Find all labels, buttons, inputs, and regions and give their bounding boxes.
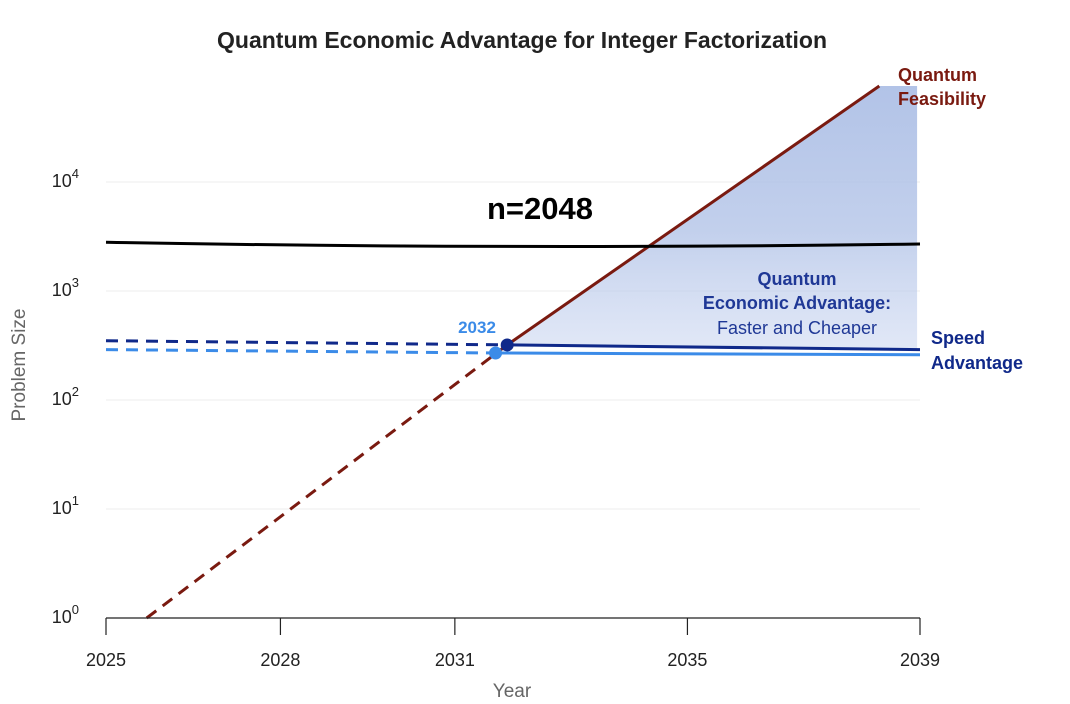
line-speed-advantage-solid bbox=[507, 343, 921, 352]
x-tick-label-4: 2039 bbox=[900, 650, 940, 670]
speed-advantage-label-line1: Speed bbox=[931, 328, 985, 348]
line-series-2-dashed bbox=[105, 348, 496, 355]
feasibility-label-line1: Quantum bbox=[898, 65, 977, 85]
shaded-region-economic-advantage bbox=[507, 85, 918, 350]
x-tick-label-3: 2035 bbox=[667, 650, 707, 670]
chart-title: Quantum Economic Advantage for Integer F… bbox=[217, 27, 827, 53]
line-series-2-solid bbox=[495, 351, 921, 357]
line-quantum-feasibility-solid bbox=[506, 84, 881, 347]
region-label-line1: Quantum bbox=[758, 269, 837, 289]
shaded-region-group bbox=[507, 85, 918, 350]
y-tick-label-1: 101 bbox=[52, 493, 79, 518]
y-tick-label-3: 103 bbox=[52, 275, 79, 300]
n-2048-label: n=2048 bbox=[487, 191, 593, 226]
x-tick-label-1: 2028 bbox=[260, 650, 300, 670]
x-tick-label-2: 2031 bbox=[435, 650, 475, 670]
y-axis-label: Problem Size bbox=[9, 309, 30, 422]
line-speed-advantage-dashed bbox=[105, 339, 508, 347]
point-markers bbox=[489, 338, 514, 360]
line-n-2048 bbox=[105, 240, 921, 248]
y-tick-label-0: 100 bbox=[52, 602, 79, 627]
y-tick-label-4: 104 bbox=[52, 166, 79, 191]
series-lines bbox=[105, 84, 921, 620]
x-axis-label: Year bbox=[493, 681, 532, 702]
y-tick-label-2: 102 bbox=[52, 384, 79, 409]
line-quantum-feasibility-dashed bbox=[145, 343, 509, 620]
marker-point-0 bbox=[500, 338, 514, 352]
speed-advantage-label-line2: Advantage bbox=[931, 353, 1023, 373]
marker-point-1 bbox=[489, 346, 503, 360]
x-tick-label-0: 2025 bbox=[86, 650, 126, 670]
region-sublabel: Faster and Cheaper bbox=[717, 318, 877, 338]
feasibility-label-line2: Feasibility bbox=[898, 89, 986, 109]
year-2032-label: 2032 bbox=[458, 318, 496, 337]
region-label-line2: Economic Advantage: bbox=[703, 293, 891, 313]
